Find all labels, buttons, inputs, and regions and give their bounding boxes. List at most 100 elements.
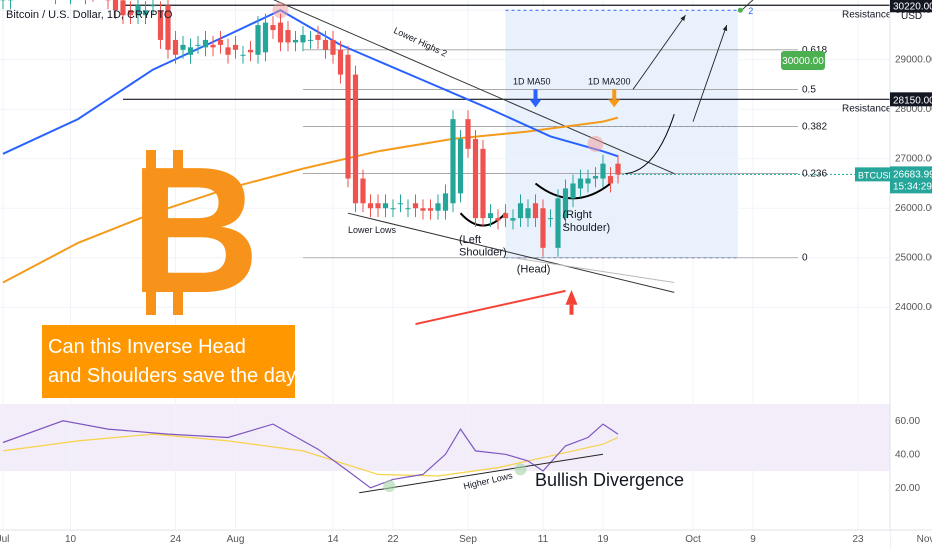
candle-body	[232, 44, 239, 50]
x-tick-label: Aug	[227, 534, 245, 545]
fib-level-label: 0.382	[802, 122, 827, 133]
candle-body	[330, 39, 336, 55]
bullish-divergence-label: Bullish Divergence	[535, 470, 684, 490]
candle-body	[262, 22, 269, 53]
rsi-ma-line	[2, 433, 619, 477]
candle-body	[555, 198, 561, 248]
candle-body	[615, 163, 621, 175]
ma50-arrow-stem	[533, 89, 538, 100]
currency-label[interactable]: USD	[901, 11, 922, 22]
candle-body	[120, 0, 126, 16]
resistance-price-tag	[890, 0, 932, 13]
head-label: (Head)	[517, 264, 551, 276]
y-tick-label: 29000.00	[895, 55, 932, 66]
y-tick-label: 25000.00	[895, 253, 932, 264]
rsi-tick-label: 60.00	[895, 416, 920, 427]
ticker-tag	[855, 167, 890, 182]
candle-body	[540, 208, 546, 248]
candle-body	[450, 119, 456, 204]
x-tick-label: Sep	[459, 534, 477, 545]
current-price-tag	[890, 166, 932, 194]
candle-body	[285, 30, 291, 43]
candle-body	[142, 10, 149, 16]
ma50-label: 1D MA50	[513, 76, 551, 86]
candle-body	[442, 193, 449, 211]
resistance-price-tag	[890, 92, 932, 107]
x-tick-label: Oct	[685, 534, 701, 545]
right-shoulder-label-1: (Right	[563, 209, 592, 221]
candle-body	[502, 213, 509, 219]
candle-body	[307, 39, 314, 41]
fib-level-label: 0.618	[802, 45, 827, 56]
rsi-tick-label: 20.00	[895, 483, 920, 494]
rsi-band	[0, 404, 890, 471]
y-tick-label: 24000.00	[895, 302, 932, 313]
fib-level-label: 0.5	[802, 84, 816, 95]
background-layer	[0, 10, 890, 471]
candle-body	[165, 5, 171, 50]
fib-level-label: 0.236	[802, 169, 827, 180]
candle-body	[525, 208, 531, 219]
projection-arrow-head	[680, 15, 686, 22]
current-price-value: 26683.99	[893, 169, 932, 180]
candle-body	[135, 5, 141, 16]
left-shoulder-label-2: Shoulder)	[459, 246, 507, 258]
candle-body	[577, 178, 584, 189]
bitcoin-logo-bar	[146, 285, 156, 315]
ma50-touch-highlight	[272, 2, 289, 19]
candle-body	[547, 218, 554, 220]
candle-body	[187, 47, 194, 55]
x-tick-label: 11	[538, 534, 549, 545]
candle-body	[360, 178, 366, 204]
target-arrow	[741, 0, 754, 11]
x-tick-label: 24	[170, 534, 182, 545]
y-tick-label: 27000.00	[895, 154, 932, 165]
candle-body	[157, 10, 164, 40]
projection-arrow	[692, 24, 728, 122]
candle-body	[322, 39, 329, 50]
candle-body	[240, 54, 246, 56]
lower-highs-trendline	[273, 0, 675, 175]
question-box	[42, 325, 295, 398]
projection-arrow-head	[722, 25, 728, 32]
candle-body	[382, 203, 389, 209]
candle-body	[345, 54, 351, 179]
candle-body	[570, 183, 576, 199]
ma200-line	[2, 116, 619, 284]
projection-arrow	[632, 14, 686, 90]
question-line-2: and Shoulders save the day?	[48, 365, 307, 387]
resistance-label: Resistance 1	[842, 103, 900, 114]
candle-body	[427, 208, 434, 211]
candle-body	[390, 208, 396, 210]
candle-body	[112, 0, 119, 11]
lower-lows-trendline	[347, 212, 675, 293]
lower-lows-label: Lower Lows	[348, 225, 397, 235]
current-price-timer: 15:34:29	[893, 181, 932, 192]
candle-body	[375, 203, 381, 209]
candle-body	[217, 39, 224, 45]
candle-body	[255, 25, 261, 55]
candle-body	[337, 49, 344, 75]
bitcoin-logo-bar	[173, 285, 183, 315]
candle-body	[495, 218, 501, 221]
candle-body	[225, 47, 231, 55]
rsi-line	[2, 420, 619, 489]
candle-body	[172, 39, 179, 55]
candle-body	[292, 39, 299, 43]
x-tick-label: 14	[327, 534, 339, 545]
candle-body	[367, 203, 374, 209]
candle-body	[352, 74, 359, 204]
candle-body	[315, 34, 321, 40]
resistance-price-label: 30220.00	[893, 1, 932, 12]
candle-body	[420, 208, 426, 211]
question-line-1: Can this Inverse Head	[48, 336, 246, 358]
divergence-arrow-head	[565, 289, 578, 305]
y-tick-label: 26000.00	[895, 203, 932, 214]
candle-body	[195, 44, 201, 46]
candle-body	[487, 213, 494, 219]
candle-body	[480, 148, 486, 219]
fib-level-label: 0	[802, 253, 808, 264]
ma50-arrow-head	[529, 99, 542, 108]
